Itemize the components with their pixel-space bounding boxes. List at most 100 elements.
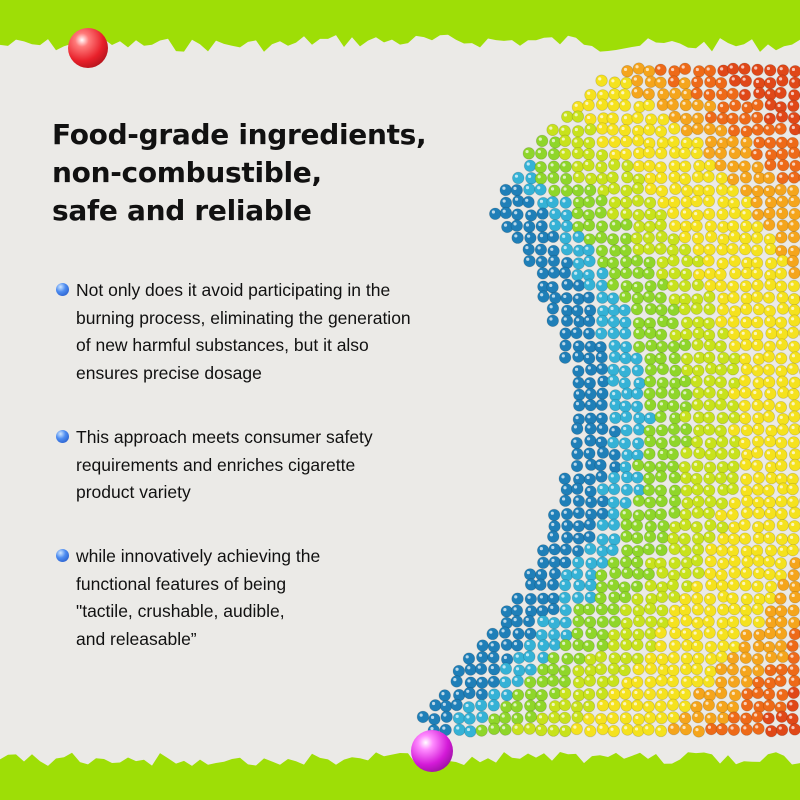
- bead: [763, 531, 776, 545]
- bead: [618, 124, 632, 137]
- bead-highlight: [705, 486, 709, 491]
- bead: [500, 700, 513, 714]
- bead-highlight: [682, 270, 686, 274]
- bead-highlight: [789, 485, 793, 489]
- bead: [596, 518, 609, 532]
- bead-highlight: [502, 186, 506, 190]
- bead: [716, 628, 730, 641]
- bead: [704, 652, 718, 666]
- bead: [693, 446, 706, 460]
- bead-highlight: [755, 305, 759, 310]
- bead: [751, 98, 764, 112]
- bead: [786, 255, 800, 268]
- bead-highlight: [586, 475, 590, 480]
- bead: [762, 555, 776, 568]
- bead: [536, 207, 549, 220]
- bead-highlight: [659, 365, 663, 369]
- bead: [728, 305, 742, 318]
- bead: [776, 195, 789, 208]
- bead: [546, 302, 560, 315]
- bead-highlight: [648, 595, 652, 599]
- bead-highlight: [647, 582, 651, 586]
- bead-highlight: [779, 653, 783, 657]
- bead-highlight: [633, 234, 637, 239]
- bead: [632, 604, 645, 618]
- bead-highlight: [730, 380, 735, 384]
- bead: [607, 639, 620, 652]
- bead: [716, 387, 729, 401]
- bead-highlight: [717, 79, 721, 83]
- bead-highlight: [767, 259, 772, 264]
- bead-highlight: [598, 425, 603, 429]
- bead-highlight: [490, 716, 495, 720]
- bead: [702, 484, 716, 497]
- bead: [524, 688, 538, 701]
- bead-highlight: [717, 282, 721, 286]
- bead-highlight: [598, 125, 603, 129]
- bead: [786, 362, 799, 376]
- bead-highlight: [682, 425, 686, 429]
- bead-highlight: [623, 547, 628, 551]
- bead: [787, 293, 800, 306]
- bead-highlight: [729, 245, 733, 249]
- bead-highlight: [694, 101, 698, 105]
- bead-highlight: [777, 125, 781, 129]
- bead: [776, 519, 789, 532]
- bead-highlight: [621, 293, 626, 297]
- bead-highlight: [791, 725, 795, 730]
- bead-highlight: [503, 691, 507, 695]
- bead: [619, 496, 632, 510]
- bead-highlight: [563, 307, 568, 311]
- bead-highlight: [719, 330, 724, 334]
- bead: [558, 266, 572, 280]
- bead-highlight: [791, 630, 795, 634]
- bead-highlight: [731, 233, 735, 237]
- bead: [738, 532, 752, 545]
- bead-highlight: [707, 581, 712, 585]
- bead: [642, 98, 656, 112]
- bead: [643, 447, 656, 461]
- bead: [511, 231, 524, 244]
- bead-highlight: [490, 678, 494, 682]
- bead-highlight: [789, 642, 793, 646]
- bead-highlight: [634, 547, 638, 551]
- bead-highlight: [659, 402, 664, 406]
- bead: [691, 98, 704, 112]
- bead-highlight: [587, 343, 591, 347]
- bead-highlight: [660, 522, 664, 526]
- bead: [571, 160, 584, 174]
- bead-highlight: [681, 341, 685, 345]
- bead-highlight: [669, 282, 673, 286]
- bead: [584, 542, 597, 556]
- bead-highlight: [609, 714, 613, 718]
- bead: [609, 219, 622, 232]
- bead: [560, 219, 574, 233]
- bead: [549, 291, 562, 305]
- bead-highlight: [635, 223, 640, 227]
- bead-highlight: [767, 653, 771, 657]
- bead-highlight: [598, 101, 602, 105]
- bead: [727, 460, 740, 473]
- bead-highlight: [550, 187, 555, 191]
- bead: [774, 267, 788, 280]
- bead-highlight: [790, 149, 795, 153]
- bead: [704, 135, 718, 149]
- bead-highlight: [645, 162, 650, 166]
- bead-highlight: [585, 702, 589, 707]
- bead-highlight: [622, 499, 626, 503]
- bead: [546, 314, 559, 327]
- bead: [619, 148, 632, 161]
- bead: [727, 627, 740, 640]
- bead: [498, 626, 512, 639]
- bead-highlight: [658, 607, 663, 611]
- bead: [608, 339, 621, 352]
- bead-highlight: [575, 295, 579, 299]
- bead: [741, 687, 754, 701]
- bead: [644, 172, 657, 185]
- bead: [619, 244, 632, 257]
- bead: [644, 208, 657, 221]
- bead-highlight: [778, 535, 782, 539]
- bead: [667, 422, 681, 436]
- bead-highlight: [633, 702, 638, 706]
- bead: [583, 447, 596, 460]
